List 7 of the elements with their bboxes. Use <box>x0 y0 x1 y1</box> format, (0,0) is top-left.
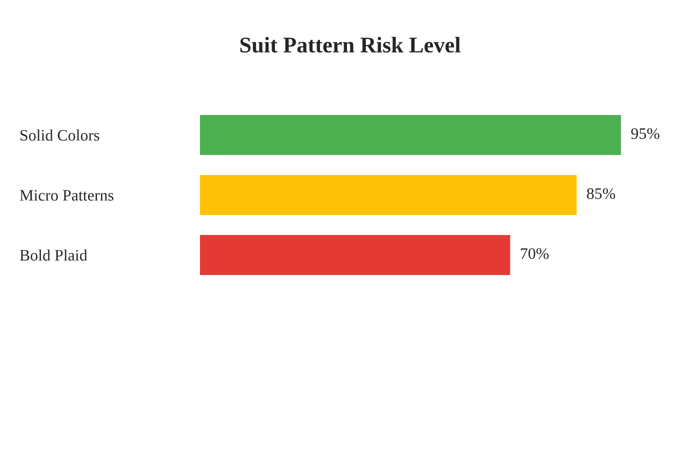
data-label: 85% <box>586 188 616 200</box>
data-label: 95% <box>631 128 660 140</box>
data-label: 70% <box>520 248 549 260</box>
y-tick-label: Solid Colors <box>20 129 100 141</box>
y-tick-label: Bold Plaid <box>20 249 88 261</box>
y-tick-label: Micro Patterns <box>20 190 114 201</box>
chart-title: Suit Pattern Risk Level <box>240 36 460 53</box>
